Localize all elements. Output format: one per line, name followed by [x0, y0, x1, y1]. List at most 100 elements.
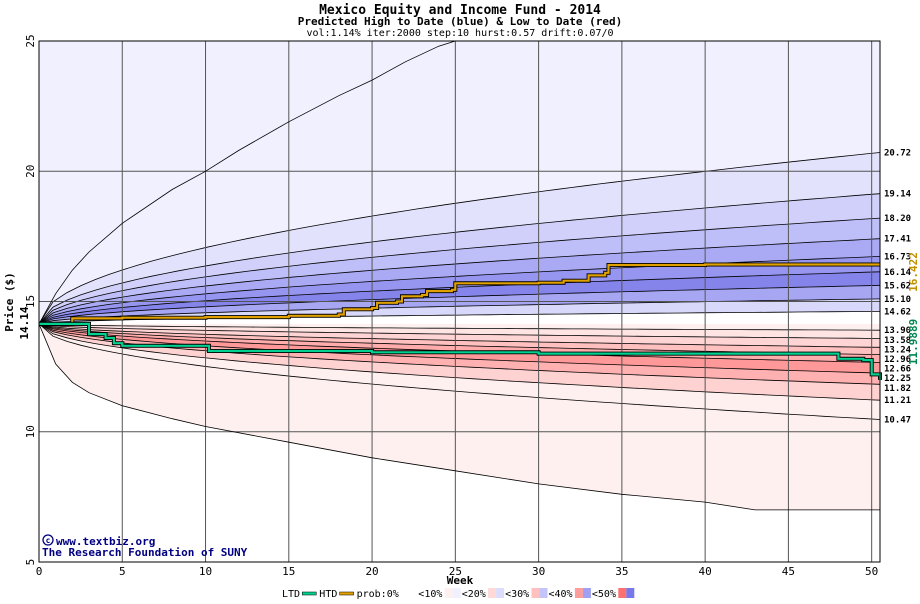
- band-line-17: [39, 323, 880, 420]
- percentile-label-6: 15.62: [884, 281, 911, 291]
- x-tick-label-2: 10: [199, 565, 212, 578]
- band-high-6: [39, 271, 880, 324]
- price-paths: [39, 262, 882, 380]
- band-high-outer: [39, 41, 880, 324]
- band-line-1: [39, 193, 880, 325]
- chart-subtitle: Predicted High to Date (blue) & Low to D…: [298, 15, 623, 28]
- band-line-0: [39, 152, 880, 325]
- credit-url: www.textbiz.org: [56, 535, 155, 548]
- x-ticks: 0 5 10 15 20 25 30 35 40 45 50: [36, 565, 879, 578]
- legend-swatch-red-p10: [444, 588, 453, 598]
- y-tick-label-3: 20: [24, 165, 37, 178]
- legend-swatch-blue-p0: [409, 588, 418, 598]
- chart-title: Mexico Equity and Income Fund - 2014: [319, 3, 601, 18]
- x-tick-label-0: 0: [36, 565, 43, 578]
- band-high-4: [39, 238, 880, 324]
- x-tick-label-8: 40: [699, 565, 712, 578]
- band-high-7: [39, 285, 880, 324]
- legend-swatch-red-p20: [488, 588, 497, 598]
- band-line-5: [39, 271, 880, 325]
- x-tick-label-10: 50: [865, 565, 878, 578]
- band-low-7: [39, 323, 880, 401]
- band-low-5: [39, 323, 880, 374]
- legend-p40: <40%: [549, 589, 573, 600]
- percentile-label-2: 18.20: [884, 214, 911, 224]
- band-line-2: [39, 217, 880, 325]
- percentile-label-14: 12.25: [884, 374, 911, 384]
- start-price-label: 14.14: [18, 306, 31, 339]
- percentile-label-3: 17.41: [884, 235, 911, 245]
- y-tick-label-2: 15: [24, 295, 37, 308]
- percentile-label-0: 20.72: [884, 148, 911, 158]
- legend-swatch-red-p50: [618, 588, 627, 598]
- legend-swatch-blue-p10: [452, 588, 461, 598]
- percentile-label-10: 13.58: [884, 336, 911, 346]
- y-ticks: 5 10 15 20 25: [24, 34, 37, 565]
- percentile-label-9: 13.90: [884, 326, 911, 336]
- legend-swatch-blue-p20: [496, 588, 505, 598]
- x-tick-label-7: 35: [615, 565, 628, 578]
- chart-params: vol:1.14% iter:2000 step:10 hurst:0.57 d…: [306, 28, 613, 39]
- percentile-label-8: 14.62: [884, 307, 911, 317]
- credit: c www.textbiz.org The Research Foundatio…: [42, 534, 248, 559]
- legend-swatch-blue-p50: [626, 588, 635, 598]
- percentile-label-5: 16.14: [884, 268, 912, 278]
- htd-path: [39, 263, 880, 325]
- legend-p20: <20%: [462, 589, 486, 600]
- legend-p30: <30%: [505, 589, 529, 600]
- outer-upper-curve: [39, 41, 456, 325]
- legend: LTD HTD prob:0% <10% <20% <30% <40% <50%: [282, 588, 635, 600]
- legend-ltd: LTD: [282, 589, 300, 600]
- legend-prob: prob:0%: [357, 589, 399, 600]
- legend-swatch-red-p0: [401, 588, 410, 598]
- band-low-8: [39, 323, 880, 420]
- percentile-label-15: 11.82: [884, 384, 911, 394]
- legend-htd-swatch: [339, 591, 354, 596]
- legend-ltd-swatch: [302, 591, 317, 596]
- y-tick-label-0: 5: [24, 559, 37, 566]
- legend-p10: <10%: [418, 589, 442, 600]
- percentile-label-4: 16.73: [884, 252, 911, 262]
- band-line-6: [39, 284, 880, 325]
- band-line-3: [39, 238, 880, 325]
- percentile-label-13: 12.66: [884, 365, 911, 375]
- ltd-final-label: 11.9889: [907, 319, 920, 365]
- band-line-9: [39, 323, 880, 331]
- band-low-6: [39, 323, 880, 385]
- y-tick-label-1: 10: [24, 425, 37, 438]
- x-tick-label-5: 25: [449, 565, 462, 578]
- x-axis-label: Week: [447, 574, 474, 587]
- band-line-4: [39, 256, 880, 325]
- band-high-2: [39, 193, 880, 324]
- htd-final-label: 16.422: [907, 252, 920, 292]
- band-line-11: [39, 323, 880, 348]
- ltd-path: [39, 322, 882, 380]
- y-axis-label: Price ($): [3, 272, 16, 332]
- band-line-10: [39, 323, 880, 339]
- credit-org: The Research Foundation of SUNY: [42, 546, 248, 559]
- percentile-bands: [39, 41, 880, 510]
- percentile-label-11: 13.24: [884, 345, 912, 355]
- plot-border: [38, 40, 881, 563]
- percentile-labels: 20.72 19.14 18.20 17.41 16.73 16.14 15.62 15.10…: [884, 148, 912, 425]
- band-high-5: [39, 256, 880, 324]
- percentile-label-12: 12.96: [884, 355, 911, 365]
- x-tick-label-9: 45: [782, 565, 795, 578]
- x-tick-label-6: 30: [532, 565, 545, 578]
- band-low-2: [39, 323, 880, 348]
- copyright-glyph: c: [46, 536, 51, 545]
- band-line-15: [39, 323, 880, 385]
- legend-swatch-red-p40: [574, 588, 583, 598]
- band-low-outer: [39, 323, 880, 510]
- percentile-label-16: 11.21: [884, 396, 911, 406]
- legend-swatch-red-p30: [531, 588, 540, 598]
- percentile-label-17: 10.47: [884, 416, 911, 426]
- plot-frame: [38, 40, 881, 563]
- legend-swatch-blue-p30: [539, 588, 548, 598]
- percentile-label-1: 19.14: [884, 190, 912, 200]
- legend-p50: <50%: [592, 589, 616, 600]
- copyright-icon: [42, 534, 54, 546]
- percentile-label-7: 15.10: [884, 295, 911, 305]
